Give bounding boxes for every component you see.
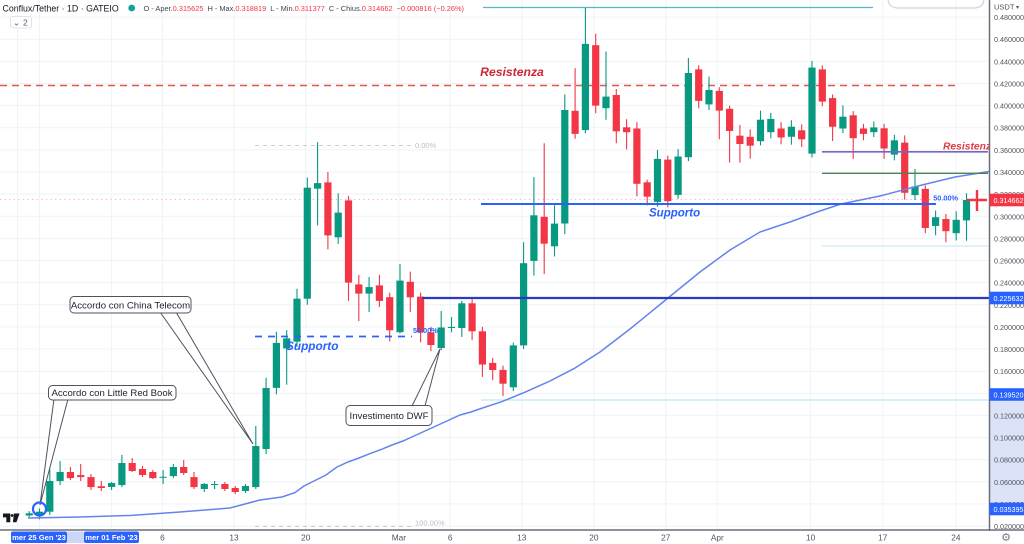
svg-text:20: 20 (589, 533, 599, 543)
svg-text:⌄: ⌄ (13, 18, 20, 28)
svg-text:0.160000: 0.160000 (994, 367, 1024, 376)
svg-text:Apr: Apr (711, 533, 724, 543)
svg-text:Conflux/Tether · 1D · GATEIO: Conflux/Tether · 1D · GATEIO (3, 4, 119, 14)
svg-text:0.020000: 0.020000 (994, 522, 1024, 531)
svg-text:0.420000: 0.420000 (994, 80, 1024, 89)
svg-text:⚙: ⚙ (1001, 532, 1011, 544)
svg-text:0.080000: 0.080000 (994, 456, 1024, 465)
svg-text:USDT: USDT (994, 3, 1015, 12)
svg-text:0.00%: 0.00% (415, 141, 437, 150)
svg-text:6: 6 (448, 533, 453, 543)
svg-text:0.120000: 0.120000 (994, 411, 1024, 420)
svg-text:20: 20 (301, 533, 311, 543)
svg-text:Accordo con Little Red Book: Accordo con Little Red Book (51, 388, 172, 399)
svg-text:0.225632: 0.225632 (994, 294, 1024, 303)
svg-text:Investimento DWF: Investimento DWF (350, 411, 429, 422)
svg-text:0.480000: 0.480000 (994, 13, 1024, 22)
svg-text:0.380000: 0.380000 (994, 124, 1024, 133)
svg-text:0.440000: 0.440000 (994, 57, 1024, 66)
svg-text:mer 01 Feb '23: mer 01 Feb '23 (85, 533, 137, 542)
svg-text:0.200000: 0.200000 (994, 323, 1024, 332)
svg-text:0.400000: 0.400000 (994, 102, 1024, 111)
svg-text:0.100000: 0.100000 (994, 434, 1024, 443)
svg-text:0.460000: 0.460000 (994, 35, 1024, 44)
svg-text:0.280000: 0.280000 (994, 234, 1024, 243)
svg-text:0.360000: 0.360000 (994, 146, 1024, 155)
svg-text:0.314662: 0.314662 (994, 196, 1024, 205)
svg-text:10: 10 (806, 533, 816, 543)
svg-text:27: 27 (661, 533, 671, 543)
svg-text:0.220000: 0.220000 (994, 301, 1024, 310)
svg-text:50.00%: 50.00% (933, 193, 958, 202)
svg-text:0.035395: 0.035395 (994, 505, 1024, 514)
svg-text:2: 2 (23, 18, 28, 28)
svg-text:0.060000: 0.060000 (994, 478, 1024, 487)
svg-text:▾: ▾ (1016, 5, 1019, 11)
svg-text:13: 13 (517, 533, 527, 543)
svg-text:0.180000: 0.180000 (994, 345, 1024, 354)
svg-text:0.260000: 0.260000 (994, 257, 1024, 266)
svg-text:13: 13 (229, 533, 239, 543)
svg-text:50.00%: 50.00% (413, 326, 438, 335)
svg-text:mer 25 Gen '23: mer 25 Gen '23 (12, 533, 66, 542)
svg-text:24: 24 (951, 533, 961, 543)
svg-text:0.240000: 0.240000 (994, 279, 1024, 288)
svg-text:Supporto: Supporto (286, 339, 338, 353)
svg-text:0.340000: 0.340000 (994, 168, 1024, 177)
svg-text:Supporto: Supporto (649, 208, 700, 220)
svg-text:Mar: Mar (392, 533, 407, 543)
svg-text:17: 17 (878, 533, 888, 543)
svg-text:Resistenza: Resistenza (943, 142, 997, 153)
svg-text:Resistenza: Resistenza (480, 65, 544, 79)
svg-text:0.300000: 0.300000 (994, 212, 1024, 221)
svg-text:100.00%: 100.00% (415, 519, 445, 528)
svg-text:0.139520: 0.139520 (994, 391, 1024, 400)
svg-text:6: 6 (160, 533, 165, 543)
svg-text:Accordo con China Telecom: Accordo con China Telecom (71, 301, 190, 312)
